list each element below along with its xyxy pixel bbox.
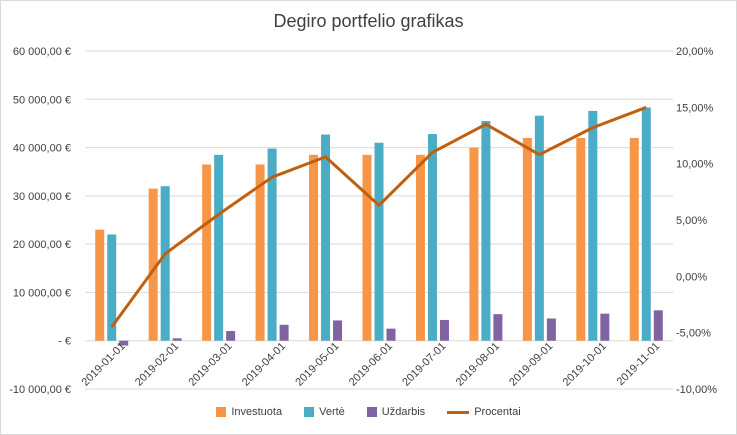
bar-investuota: [309, 154, 319, 341]
legend-label: Investuota: [231, 406, 283, 418]
bar-investuota: [362, 154, 372, 341]
bar-uždarbis: [439, 319, 449, 341]
y-left-tick-label: 40 000,00 €: [13, 143, 71, 155]
bar-vertė: [321, 134, 331, 341]
legend-item: Investuota: [216, 406, 282, 418]
bar-uždarbis: [653, 310, 663, 341]
legend-label: Vertė: [319, 406, 345, 418]
x-tick-label: 2019-10-01: [561, 340, 609, 388]
x-tick-label: 2019-09-01: [507, 340, 555, 388]
legend-item: Uždarbis: [366, 406, 426, 418]
bar-investuota: [522, 137, 532, 341]
bar-uždarbis: [546, 318, 556, 341]
x-tick-label: 2019-01-01: [80, 340, 128, 388]
bar-uždarbis: [119, 340, 129, 346]
bar-vertė: [427, 134, 437, 341]
y-left-tick-label: 30 000,00 €: [13, 191, 71, 203]
legend-item: Vertė: [304, 406, 345, 418]
y-right-tick-label: 10,00%: [676, 159, 714, 171]
bar-vertė: [588, 110, 598, 341]
y-left-tick-label: 60 000,00 €: [13, 46, 71, 58]
x-tick-label: 2019-07-01: [400, 340, 448, 388]
bar-uždarbis: [493, 314, 503, 341]
legend-label: Procentai: [474, 406, 521, 418]
y-left-tick-label: -10 000,00 €: [9, 384, 71, 396]
y-right-tick-label: 20,00%: [676, 46, 714, 58]
bar-vertė: [481, 121, 491, 341]
line-procentai: [110, 105, 647, 328]
bar-uždarbis: [333, 320, 343, 341]
x-tick-label: 2019-04-01: [240, 340, 288, 388]
bar-investuota: [576, 137, 586, 341]
bar-investuota: [95, 229, 105, 341]
bar-vertė: [374, 142, 384, 341]
legend-swatch: [366, 407, 377, 417]
y-right-tick-label: 0,00%: [676, 271, 707, 283]
bar-vertė: [641, 107, 651, 341]
x-tick-label: 2019-11-01: [615, 340, 663, 388]
y-right-tick-label: 15,00%: [676, 102, 714, 114]
bar-vertė: [160, 186, 170, 341]
x-tick-label: 2019-05-01: [293, 340, 341, 388]
y-left-tick-label: 20 000,00 €: [13, 239, 71, 251]
bar-vertė: [267, 148, 277, 341]
legend-label: Uždarbis: [381, 406, 426, 418]
x-tick-label: 2019-03-01: [186, 340, 234, 388]
y-right-tick-label: -10,00%: [676, 384, 717, 396]
y-left-tick-label: 10 000,00 €: [13, 287, 71, 299]
bar-vertė: [214, 154, 224, 341]
y-right-tick-label: -5,00%: [676, 328, 711, 340]
chart-title: Degiro portfelio grafikas: [273, 11, 464, 31]
bar-uždarbis: [600, 313, 610, 341]
bar-vertė: [107, 234, 117, 341]
y-right-tick-label: 5,00%: [676, 215, 707, 227]
bar-investuota: [202, 164, 212, 341]
bar-investuota: [629, 137, 639, 341]
bar-uždarbis: [386, 328, 396, 341]
y-left-tick-label: - €: [58, 336, 71, 348]
legend-swatch: [216, 407, 227, 417]
bar-investuota: [255, 164, 265, 341]
bar-investuota: [415, 154, 425, 341]
bar-investuota: [469, 147, 479, 341]
chart-legend: Investuota Vertė Uždarbis Procentai: [1, 406, 736, 418]
bar-vertė: [534, 115, 544, 341]
y-left-tick-label: 50 000,00 €: [13, 94, 71, 106]
bar-investuota: [148, 188, 158, 341]
legend-item: Procentai: [447, 406, 521, 418]
x-tick-label: 2019-02-01: [133, 340, 181, 388]
legend-swatch: [304, 407, 315, 417]
bar-uždarbis: [226, 331, 236, 341]
bar-uždarbis: [279, 324, 289, 341]
legend-swatch: [447, 410, 470, 414]
bar-uždarbis: [172, 338, 182, 341]
x-tick-label: 2019-08-01: [454, 340, 502, 388]
x-tick-label: 2019-06-01: [347, 340, 395, 388]
